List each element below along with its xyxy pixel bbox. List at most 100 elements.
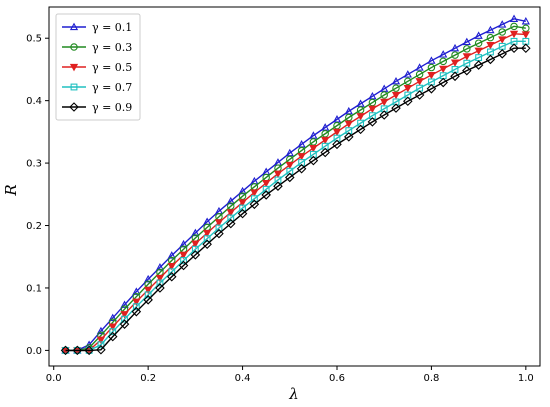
data-point [474, 39, 483, 47]
data-point [439, 65, 448, 74]
data-point [190, 250, 201, 260]
data-point [509, 14, 519, 22]
data-point [486, 33, 495, 42]
data-point [498, 20, 507, 28]
legend-label: γ = 0.5 [92, 61, 132, 74]
data-point [355, 124, 366, 135]
data-point [485, 54, 496, 65]
data-point [414, 90, 425, 100]
data-point [225, 218, 236, 229]
data-point [84, 345, 94, 356]
data-point [237, 208, 248, 219]
data-point [180, 257, 187, 264]
x-tick-label: 0.8 [423, 373, 439, 384]
data-point [462, 65, 472, 76]
y-tick-label: 0.3 [26, 159, 42, 170]
x-tick-label: 1.0 [518, 373, 534, 384]
data-point [155, 283, 165, 293]
data-point [132, 303, 140, 311]
legend-label: γ = 0.7 [92, 81, 132, 94]
legend-item: γ = 0.5 [62, 61, 132, 74]
data-point [60, 345, 71, 356]
legend: γ = 0.1 γ = 0.3 γ = 0.5 γ = 0.7 γ = 0.9 [55, 13, 141, 121]
x-tick-label: 0.6 [329, 373, 345, 384]
data-point [132, 287, 141, 295]
data-point [203, 235, 211, 243]
series-line [65, 40, 526, 352]
data-point [403, 85, 412, 93]
data-point [155, 263, 165, 271]
legend-box [55, 13, 141, 121]
data-point [391, 91, 401, 100]
data-point [439, 50, 448, 58]
data-point [191, 240, 200, 248]
data-point [521, 17, 530, 25]
data-point [273, 170, 283, 179]
data-point [439, 57, 447, 66]
legend-marker [70, 83, 78, 91]
data-point [380, 91, 388, 99]
data-point [179, 251, 188, 260]
data-point [451, 51, 459, 59]
data-point [427, 71, 436, 80]
legend-marker [70, 43, 78, 51]
series-line [65, 18, 526, 352]
legend-item: γ = 0.3 [62, 41, 132, 54]
data-point [109, 328, 117, 336]
data-point [450, 59, 460, 67]
data-point [250, 189, 259, 197]
data-point [72, 345, 83, 356]
data-point [167, 251, 176, 259]
data-point [463, 45, 471, 53]
data-point [120, 300, 129, 308]
data-point [356, 113, 365, 121]
data-point [415, 70, 424, 79]
data-point [156, 279, 164, 287]
data-point [144, 291, 152, 299]
data-point [121, 315, 128, 323]
data-point [486, 25, 495, 34]
series-line [65, 47, 526, 352]
data-point [285, 172, 295, 183]
data-point [521, 43, 531, 53]
data-point [262, 185, 270, 193]
data-point [367, 117, 378, 127]
data-point [332, 139, 342, 150]
data-point [415, 63, 424, 71]
data-point [438, 77, 448, 88]
data-point [143, 295, 153, 305]
y-axis: 0.0 0.1 0.2 0.3 0.4 0.5 [26, 34, 49, 357]
data-point [285, 161, 294, 170]
data-point [168, 268, 176, 276]
data-point [391, 76, 401, 85]
legend-marker [69, 22, 79, 31]
data-point [238, 186, 247, 195]
data-point [473, 60, 484, 70]
data-point [368, 105, 377, 114]
data-point [227, 214, 235, 222]
legend-item: γ = 0.9 [62, 101, 132, 114]
data-point [332, 128, 342, 137]
data-point [309, 144, 318, 153]
series-5 [60, 43, 531, 356]
legend-marker [69, 63, 79, 72]
y-tick-label: 0.0 [26, 346, 42, 357]
data-point [249, 199, 260, 210]
data-point [238, 199, 247, 207]
data-point [509, 43, 519, 53]
data-point [119, 319, 130, 329]
data-point [144, 274, 153, 283]
data-point [391, 103, 401, 113]
data-point [308, 155, 319, 166]
data-point [203, 229, 212, 238]
x-axis: 0.0 0.2 0.4 0.6 0.8 1.0 [46, 366, 534, 384]
data-point [521, 31, 530, 39]
data-point [178, 260, 189, 271]
series-layer [60, 14, 531, 356]
x-tick-label: 0.0 [46, 373, 62, 384]
data-point [415, 78, 424, 86]
y-tick-label: 0.1 [26, 283, 42, 294]
data-point [403, 70, 412, 78]
data-point [380, 98, 389, 107]
legend-label: γ = 0.3 [92, 41, 132, 54]
